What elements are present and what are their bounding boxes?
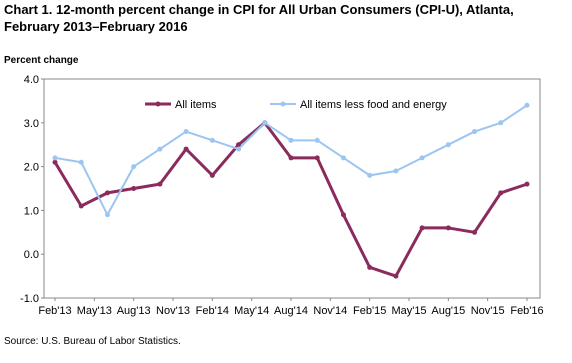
point xyxy=(340,212,346,218)
point xyxy=(340,155,346,161)
legend-label: All items less food and energy xyxy=(300,99,447,111)
y-tick-label: 4.0 xyxy=(24,74,39,86)
point xyxy=(419,155,425,161)
legend-label: All items xyxy=(175,99,217,111)
point xyxy=(419,225,425,231)
point xyxy=(131,164,137,170)
point xyxy=(52,155,58,161)
point xyxy=(472,229,478,235)
legend-marker xyxy=(155,101,161,107)
point xyxy=(52,159,58,165)
y-tick-label: -1.0 xyxy=(20,293,39,305)
legend-marker xyxy=(280,101,286,107)
point xyxy=(157,181,163,187)
y-tick-label: 3.0 xyxy=(24,118,39,130)
y-axis-label: Percent change xyxy=(4,55,79,66)
x-tick-label: Aug'13 xyxy=(117,305,151,317)
point xyxy=(288,137,294,143)
point xyxy=(236,146,242,152)
x-tick-label: Nov'14 xyxy=(313,305,347,317)
point xyxy=(262,120,268,126)
point xyxy=(498,120,504,126)
x-tick-label: Nov'13 xyxy=(156,305,190,317)
point xyxy=(209,172,215,178)
point xyxy=(472,129,478,135)
point xyxy=(236,142,242,148)
chart-title: February 2013–February 2016 xyxy=(4,19,188,34)
point xyxy=(104,212,110,218)
x-tick-label: Feb'13 xyxy=(38,305,71,317)
point xyxy=(314,155,320,161)
point xyxy=(367,172,373,178)
point xyxy=(498,190,504,196)
point xyxy=(524,102,530,108)
y-tick-label: 0.0 xyxy=(24,249,39,261)
point xyxy=(157,146,163,152)
x-tick-label: Feb'16 xyxy=(510,305,543,317)
source: Source: U.S. Bureau of Labor Statistics. xyxy=(4,336,181,347)
point xyxy=(288,155,294,161)
point xyxy=(393,273,399,279)
point xyxy=(445,142,451,148)
point xyxy=(367,264,373,270)
point xyxy=(131,186,137,191)
series-line xyxy=(53,121,528,278)
y-tick-label: 2.0 xyxy=(24,162,39,174)
point xyxy=(393,168,399,174)
point xyxy=(183,146,189,152)
x-tick-label: May'15 xyxy=(391,305,426,317)
point xyxy=(209,137,215,143)
point xyxy=(445,225,451,231)
point xyxy=(78,203,84,209)
point xyxy=(78,159,84,165)
x-tick-label: Aug'15 xyxy=(431,305,465,317)
point xyxy=(104,190,110,196)
point xyxy=(314,137,320,143)
chart-title: Chart 1. 12-month percent change in CPI … xyxy=(4,2,514,17)
x-tick-label: Feb'14 xyxy=(196,305,229,317)
x-tick-label: Aug'14 xyxy=(274,305,308,317)
x-tick-label: Feb'15 xyxy=(353,305,386,317)
x-tick-label: May'14 xyxy=(234,305,269,317)
plot-frame xyxy=(43,78,541,299)
point xyxy=(524,181,530,187)
x-tick-label: May'13 xyxy=(77,305,112,317)
y-tick-label: 1.0 xyxy=(24,205,39,217)
x-tick-label: Nov'15 xyxy=(471,305,505,317)
point xyxy=(183,129,189,135)
